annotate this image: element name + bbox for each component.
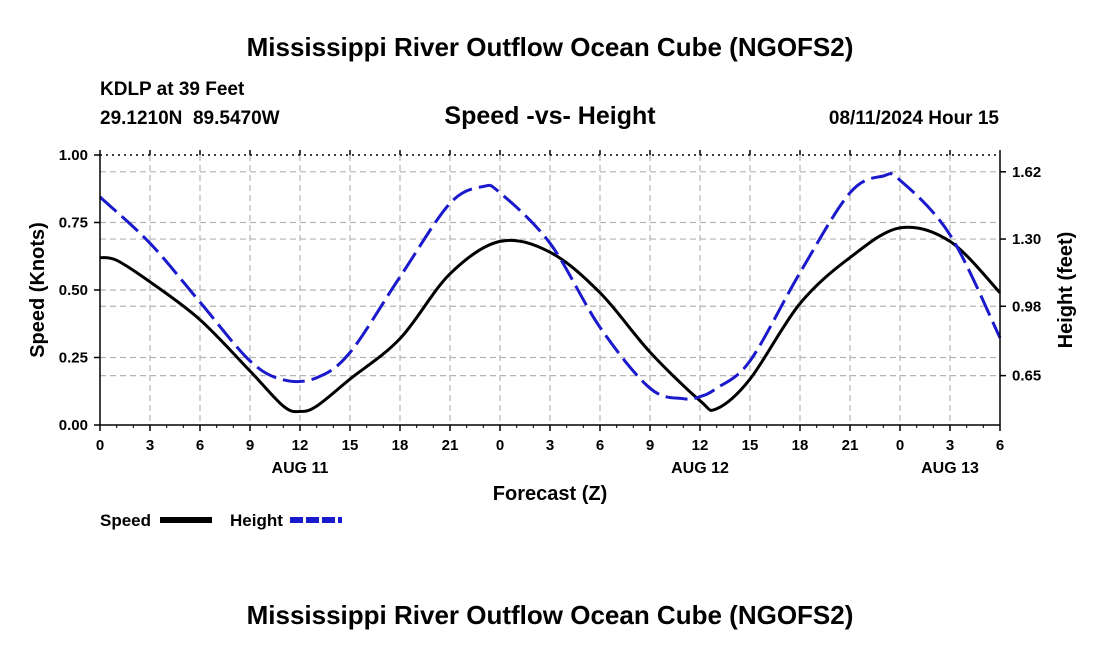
x-tick-label: 12 bbox=[292, 437, 309, 454]
x-tick-label: 6 bbox=[996, 437, 1004, 454]
y-tick-label: 0.75 bbox=[59, 215, 88, 232]
x-tick-label: 6 bbox=[596, 437, 604, 454]
legend-speed-label: Speed bbox=[100, 511, 151, 530]
x-tick-label: 9 bbox=[646, 437, 654, 454]
station-coords: 29.1210N 89.5470W bbox=[100, 108, 280, 129]
legend: Speed Height bbox=[100, 511, 342, 530]
height-series-line bbox=[98, 172, 1002, 401]
x-axis-label: Forecast (Z) bbox=[493, 483, 607, 505]
y-tick-label: 0.50 bbox=[59, 282, 88, 299]
x-tick-label: 3 bbox=[946, 437, 954, 454]
x-tick-label: 0 bbox=[96, 437, 104, 454]
x-tick-label: 21 bbox=[842, 437, 859, 454]
x-day-label: AUG 13 bbox=[921, 460, 979, 477]
x-tick-label: 15 bbox=[342, 437, 359, 454]
x-tick-label: 3 bbox=[546, 437, 554, 454]
bottom-title: Mississippi River Outflow Ocean Cube (NG… bbox=[247, 600, 854, 630]
series-group bbox=[98, 172, 1002, 414]
speed-series-line bbox=[99, 225, 1002, 414]
x-tick-label: 15 bbox=[742, 437, 759, 454]
y2-axis-label: Height (feet) bbox=[1055, 232, 1077, 349]
y-tick-label: 1.00 bbox=[59, 147, 88, 164]
x-tick-label: 0 bbox=[496, 437, 504, 454]
chart-subtitle: Speed -vs- Height bbox=[444, 102, 656, 130]
axes: 0 3 6 9 12 15 18 21 0 3 6 9 12 15 18 21 0 3 6 AUG 11 AUG 12 A… bbox=[59, 147, 1041, 477]
x-tick-label: 12 bbox=[692, 437, 709, 454]
y2-tick-label: 0.98 bbox=[1012, 298, 1041, 315]
x-tick-label: 18 bbox=[392, 437, 409, 454]
y2-tick-label: 0.65 bbox=[1012, 368, 1041, 385]
y-axis-label: Speed (Knots) bbox=[27, 222, 49, 358]
page-title: Mississippi River Outflow Ocean Cube (NG… bbox=[247, 32, 854, 62]
x-tick-label: 21 bbox=[442, 437, 459, 454]
y2-tick-label: 1.62 bbox=[1012, 164, 1041, 181]
x-day-label: AUG 12 bbox=[671, 460, 729, 477]
y2-tick-label: 1.30 bbox=[1012, 231, 1041, 248]
x-day-label: AUG 11 bbox=[272, 460, 329, 477]
station-label: KDLP at 39 Feet bbox=[100, 79, 245, 100]
y-tick-label: 0.00 bbox=[59, 417, 88, 434]
grid bbox=[100, 155, 1000, 425]
x-tick-label: 3 bbox=[146, 437, 154, 454]
x-tick-label: 9 bbox=[246, 437, 254, 454]
y-tick-label: 0.25 bbox=[59, 350, 88, 367]
x-tick-label: 6 bbox=[196, 437, 204, 454]
x-tick-label: 0 bbox=[896, 437, 904, 454]
x-tick-label: 18 bbox=[792, 437, 809, 454]
forecast-datetime: 08/11/2024 Hour 15 bbox=[829, 108, 999, 129]
legend-height-label: Height bbox=[230, 511, 283, 530]
